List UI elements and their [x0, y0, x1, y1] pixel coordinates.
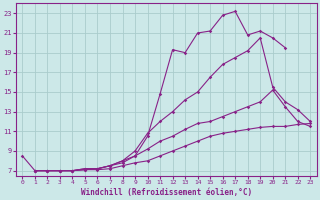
X-axis label: Windchill (Refroidissement éolien,°C): Windchill (Refroidissement éolien,°C)	[81, 188, 252, 197]
